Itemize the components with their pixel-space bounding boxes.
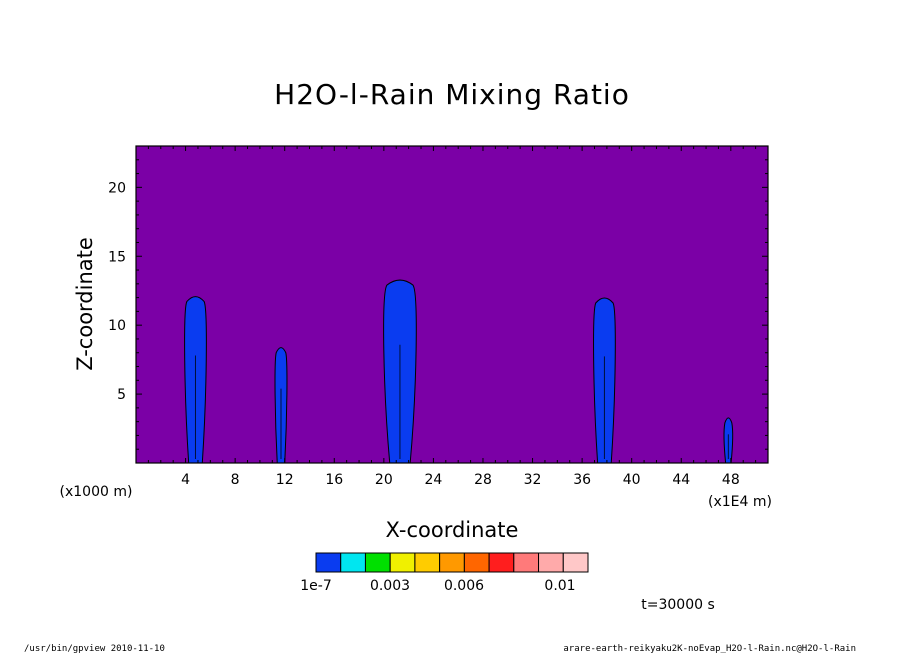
x-tick-label: 20 (375, 472, 393, 488)
colorbar-label: 0.01 (544, 578, 575, 594)
x-tick-label: 44 (672, 472, 690, 488)
y-axis-label: Z-coordinate (73, 237, 97, 371)
colorbar-swatch (340, 552, 366, 573)
x-tick-label: 32 (524, 472, 542, 488)
colorbar: 1e-7 0.003 0.006 0.01 (300, 552, 589, 594)
colorbar-swatch (414, 552, 441, 573)
x-tick-label: 40 (623, 472, 641, 488)
x-tick-label: 28 (474, 472, 492, 488)
chart-title: H2O-l-Rain Mixing Ratio (274, 78, 630, 111)
y-tick-label: 15 (108, 249, 126, 265)
colorbar-swatch (488, 552, 515, 573)
time-label: t=30000 s (641, 597, 715, 613)
colorbar-swatch (463, 552, 490, 573)
colorbar-swatch (562, 552, 589, 573)
x-tick-label: 16 (325, 472, 343, 488)
plot-background (136, 146, 768, 463)
colorbar-swatch (439, 552, 465, 573)
x-tick-label: 4 (181, 472, 190, 488)
footer-right: arare-earth-reikyaku2K-noEvap_H2O-l-Rain… (563, 644, 856, 654)
plot-area (135, 145, 769, 464)
y-tick-label: 10 (108, 318, 126, 334)
y-tick-label: 20 (108, 180, 126, 196)
x-unit-right: (x1E4 m) (708, 494, 772, 510)
x-tick-label: 36 (573, 472, 591, 488)
colorbar-label: 0.006 (444, 578, 484, 594)
x-tick-label: 48 (722, 472, 740, 488)
footer-left: /usr/bin/gpview 2010-11-10 (24, 644, 165, 654)
x-axis-label: X-coordinate (386, 518, 519, 542)
colorbar-swatch (513, 552, 540, 573)
colorbar-swatch (364, 552, 391, 573)
colorbar-swatch (389, 552, 416, 573)
colorbar-swatch (538, 552, 564, 573)
colorbar-label: 1e-7 (300, 578, 331, 594)
colorbar-label: 0.003 (370, 578, 410, 594)
colorbar-swatch (315, 552, 342, 573)
y-tick-label: 5 (117, 387, 126, 403)
x-tick-label: 12 (276, 472, 294, 488)
plot-frame (135, 145, 769, 464)
x-tick-label: 24 (424, 472, 442, 488)
x-unit-left: (x1000 m) (60, 484, 133, 500)
x-tick-label: 8 (231, 472, 240, 488)
